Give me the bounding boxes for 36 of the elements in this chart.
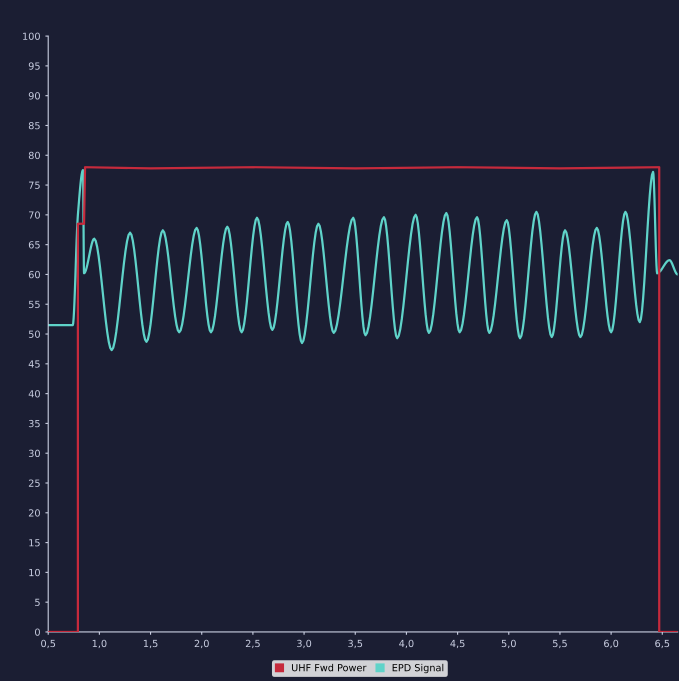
x-tick-label: 1,5 bbox=[144, 640, 158, 648]
y-tick-label: 100 bbox=[23, 32, 40, 40]
x-tick-label: 2,0 bbox=[194, 640, 209, 648]
y-tick-label: 25 bbox=[28, 479, 40, 487]
y-tick-label: 15 bbox=[29, 539, 40, 546]
y-tick-label: 65 bbox=[28, 241, 40, 248]
y-tick-label: 40 bbox=[28, 390, 40, 398]
y-tick-label: 5 bbox=[35, 598, 40, 606]
legend-label: EPD Signal bbox=[392, 664, 444, 674]
y-tick-label: 80 bbox=[28, 152, 40, 160]
x-tick-label: 5,0 bbox=[502, 640, 516, 648]
y-tick-label: 20 bbox=[28, 509, 40, 517]
x-tick-label: 3,5 bbox=[348, 640, 362, 648]
x-tick-label: 4,5 bbox=[450, 640, 464, 648]
y-tick-label: 90 bbox=[28, 92, 40, 100]
y-tick-label: 30 bbox=[28, 450, 40, 458]
x-tick-label: 5,5 bbox=[552, 640, 567, 648]
x-tick-label: 6,0 bbox=[604, 640, 618, 648]
y-tick-label: 75 bbox=[28, 182, 40, 189]
y-tick-label: 10 bbox=[29, 568, 40, 576]
y-tick-label: 35 bbox=[28, 420, 40, 428]
y-tick-label: 70 bbox=[28, 211, 40, 219]
x-tick-label: 0,5 bbox=[41, 640, 56, 648]
y-tick-label: 45 bbox=[28, 360, 40, 368]
y-tick-label: 95 bbox=[28, 62, 40, 70]
x-tick-label: 4,0 bbox=[399, 640, 414, 648]
legend-label: UHF Fwd Power bbox=[292, 664, 366, 672]
x-tick-label: 6,5 bbox=[655, 640, 670, 648]
y-tick-label: 60 bbox=[28, 270, 40, 278]
y-tick-label: 50 bbox=[28, 330, 40, 338]
y-tick-label: 85 bbox=[28, 122, 40, 130]
x-tick-label: 1,0 bbox=[92, 640, 106, 648]
y-tick-label: 55 bbox=[28, 300, 40, 308]
x-tick-label: 3,0 bbox=[297, 640, 312, 648]
x-tick-label: 2,5 bbox=[246, 640, 260, 648]
y-tick-label: 0 bbox=[35, 628, 40, 636]
